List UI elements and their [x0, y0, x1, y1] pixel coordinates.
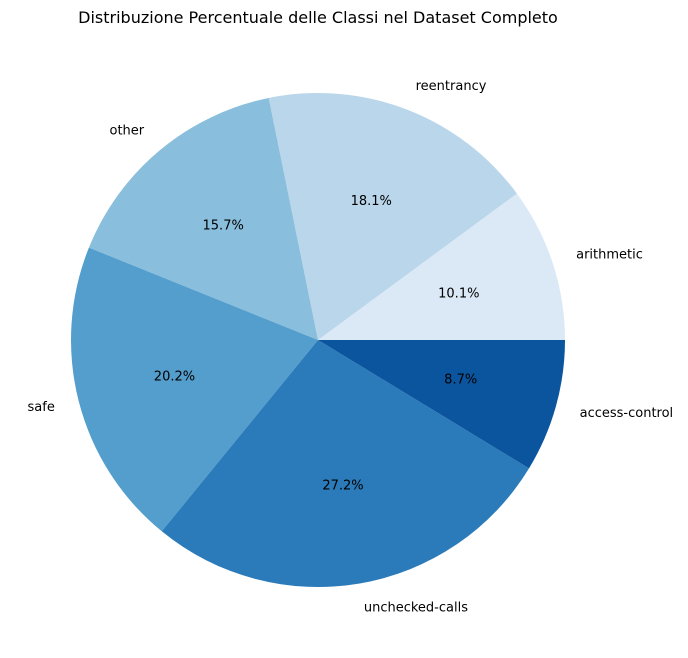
pie-slice-safe [71, 247, 319, 532]
slice-label-safe: safe [28, 400, 55, 415]
pie-slices [71, 92, 565, 588]
slice-label-other: other [110, 124, 145, 139]
slice-label-reentrancy: reentrancy [416, 79, 487, 94]
pie-slice-access-control [318, 340, 565, 469]
pie-labels: arithmetic 10.1% reentrancy 18.1% other 15.7%… [28, 79, 674, 615]
pie-slice-other [88, 97, 318, 340]
chart-title: Distribuzione Percentuale delle Classi n… [78, 8, 558, 27]
slice-percent-unchecked-calls: 27.2% [322, 479, 363, 494]
slice-percent-access-control: 8.7% [444, 373, 477, 388]
slice-percent-arithmetic: 10.1% [438, 286, 479, 301]
slice-label-unchecked-calls: unchecked-calls [364, 600, 468, 615]
slice-percent-other: 15.7% [203, 219, 244, 234]
pie-slice-arithmetic [318, 193, 565, 340]
pie-slice-unchecked-calls [161, 340, 530, 588]
pie-slice-reentrancy [268, 92, 517, 340]
slice-label-arithmetic: arithmetic [576, 248, 643, 263]
slice-label-access-control: access-control [580, 406, 674, 421]
slice-percent-reentrancy: 18.1% [351, 194, 392, 209]
slice-percent-safe: 20.2% [154, 369, 195, 384]
